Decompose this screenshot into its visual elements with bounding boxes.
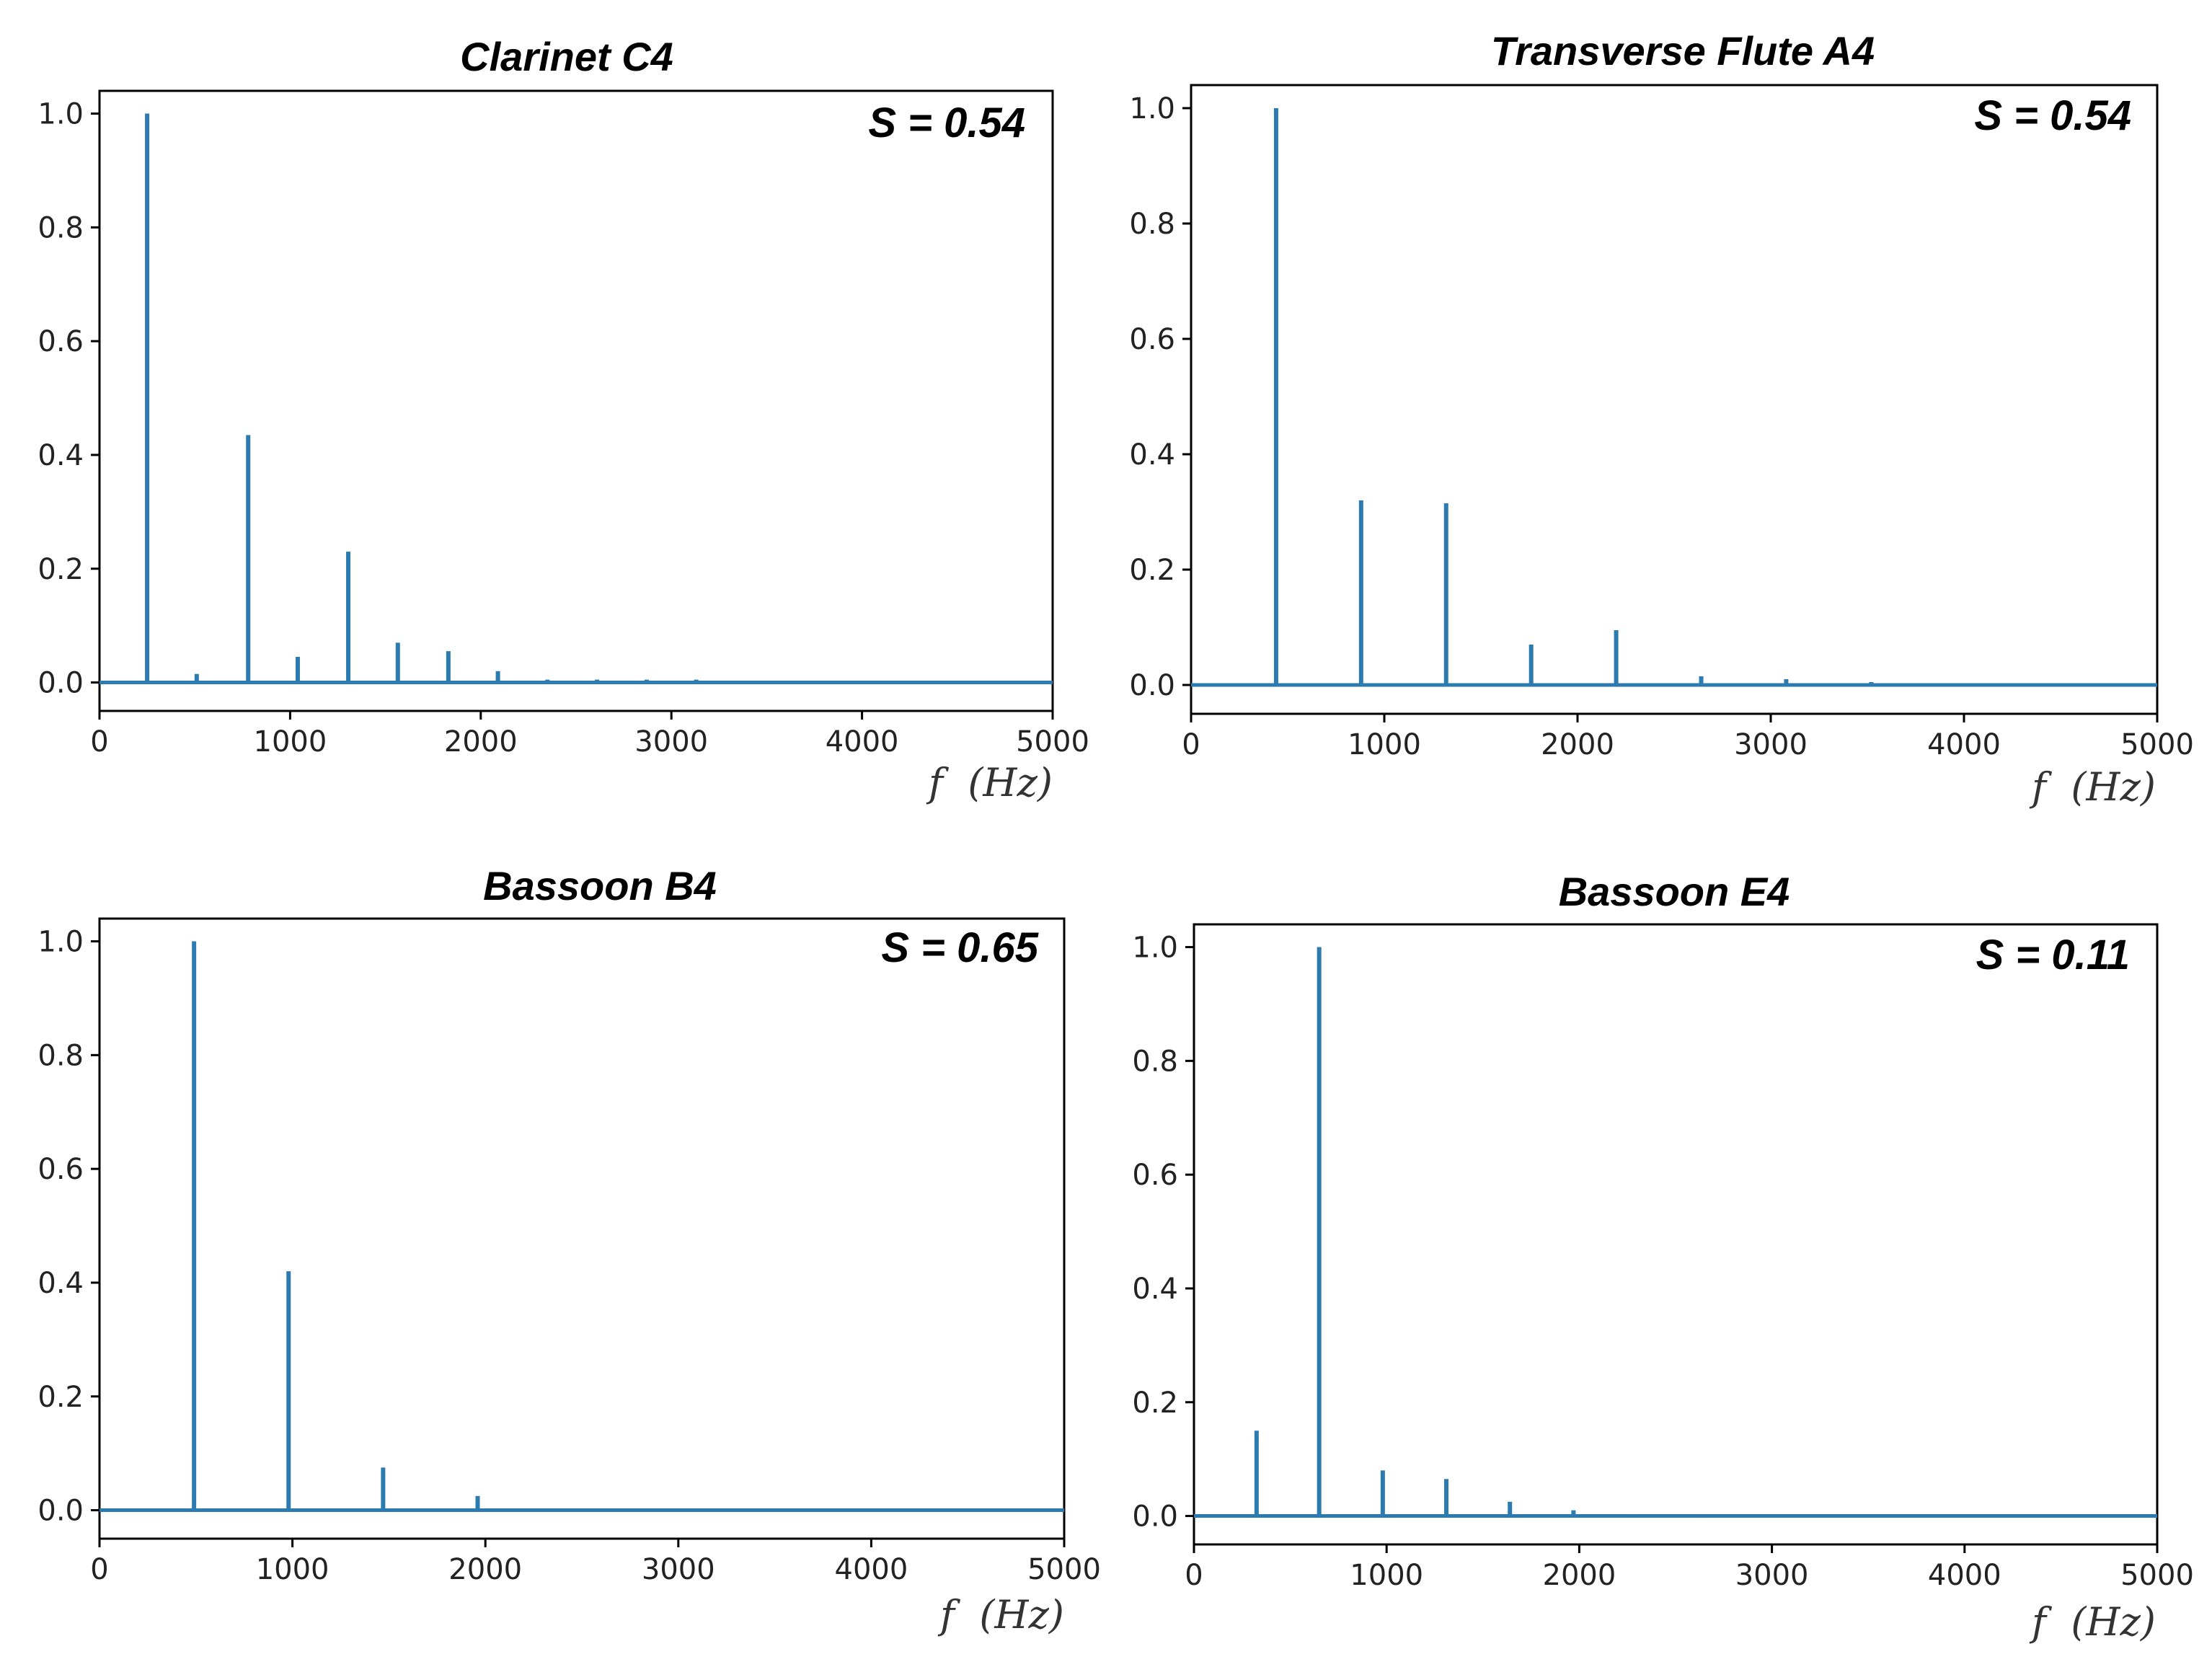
panel-title: Bassoon B4 bbox=[483, 863, 717, 908]
x-tick-label: 3000 bbox=[1735, 1559, 1809, 1592]
x-tick-label: 4000 bbox=[835, 1553, 908, 1586]
y-tick-label: 0.2 bbox=[1132, 1387, 1178, 1420]
axis-ticks: 0.0 0.2 0.4 0.6 0.8 1.0 0 1000 2000 3000 4000 5000 bbox=[1132, 932, 2194, 1592]
panel-bassoon-e4: Bassoon E4 0.0 0.2 0.4 0.6 0.8 1.0 0 1000 2000 30… bbox=[1132, 869, 2194, 1645]
panel-bassoon-b4: Bassoon B4 0.0 0.2 0.4 0.6 0.8 1.0 0 1000 2000 30… bbox=[37, 863, 1101, 1637]
y-tick-label: 0.2 bbox=[37, 553, 84, 586]
plot-frame bbox=[1190, 84, 2159, 715]
y-tick-label: 0.8 bbox=[1132, 1045, 1178, 1078]
spectrum-series bbox=[1191, 108, 2157, 687]
plot-frame bbox=[98, 89, 1054, 712]
y-tick-label: 0.4 bbox=[37, 439, 84, 472]
x-axis-label: f (Hz) bbox=[2029, 764, 2156, 810]
x-axis-label: f (Hz) bbox=[937, 1592, 1064, 1637]
y-tick-label: 0.8 bbox=[37, 1039, 84, 1072]
panel-clarinet-c4: Clarinet C4 0.0 0.2 0.4 0.6 0.8 1.0 0 1000 2000 3… bbox=[37, 34, 1089, 805]
x-tick-label: 3000 bbox=[642, 1553, 715, 1586]
x-tick-label: 0 bbox=[1185, 1559, 1203, 1592]
y-tick-label: 0.0 bbox=[37, 667, 84, 700]
x-tick-label: 0 bbox=[1182, 728, 1200, 761]
x-tick-label: 5000 bbox=[2120, 728, 2194, 761]
y-tick-label: 0.8 bbox=[37, 211, 84, 244]
y-tick-label: 1.0 bbox=[37, 926, 84, 959]
axis-ticks: 0.0 0.2 0.4 0.6 0.8 1.0 0 1000 2000 3000 4000 5000 bbox=[1129, 92, 2194, 761]
x-tick-label: 0 bbox=[90, 1553, 108, 1586]
plot-frame bbox=[1193, 923, 2159, 1546]
y-tick-label: 0.6 bbox=[37, 325, 84, 358]
x-tick-label: 2000 bbox=[444, 725, 518, 759]
y-tick-label: 0.0 bbox=[1132, 1500, 1178, 1534]
panel-title: Bassoon E4 bbox=[1559, 869, 1790, 914]
axis-ticks: 0.0 0.2 0.4 0.6 0.8 1.0 0 1000 2000 3000 4000 5000 bbox=[37, 98, 1089, 759]
y-tick-label: 0.6 bbox=[37, 1153, 84, 1186]
spectrum-series bbox=[99, 941, 1064, 1513]
x-tick-label: 1000 bbox=[1348, 728, 1421, 761]
x-tick-label: 4000 bbox=[826, 725, 899, 759]
panel-title: Transverse Flute A4 bbox=[1491, 28, 1875, 74]
x-tick-label: 1000 bbox=[1350, 1559, 1423, 1592]
y-tick-label: 1.0 bbox=[37, 98, 84, 131]
panel-transverse-flute-a4: Transverse Flute A4 0.0 0.2 0.4 0.6 0.8 1.0 0 1… bbox=[1129, 28, 2194, 810]
s-annotation: S = 0.65 bbox=[881, 924, 1038, 971]
y-tick-label: 0.4 bbox=[1129, 438, 1175, 472]
y-tick-label: 0.4 bbox=[1132, 1273, 1178, 1306]
x-axis-label: f (Hz) bbox=[2029, 1599, 2156, 1645]
plot-frame bbox=[98, 917, 1066, 1540]
spectrum-series bbox=[99, 113, 1053, 685]
s-annotation: S = 0.54 bbox=[1974, 92, 2131, 139]
x-tick-label: 5000 bbox=[1027, 1553, 1101, 1586]
x-tick-label: 2000 bbox=[448, 1553, 522, 1586]
x-tick-label: 1000 bbox=[256, 1553, 329, 1586]
panel-title: Clarinet C4 bbox=[460, 34, 673, 79]
x-tick-label: 4000 bbox=[1928, 1559, 2001, 1592]
y-tick-label: 1.0 bbox=[1129, 92, 1175, 125]
y-tick-label: 0.0 bbox=[37, 1495, 84, 1528]
y-tick-label: 1.0 bbox=[1132, 932, 1178, 965]
spectrum-series bbox=[1194, 947, 2157, 1518]
axis-ticks: 0.0 0.2 0.4 0.6 0.8 1.0 0 1000 2000 3000 4000 5000 bbox=[37, 926, 1101, 1586]
x-tick-label: 1000 bbox=[254, 725, 327, 759]
y-tick-label: 0.6 bbox=[1132, 1159, 1178, 1192]
x-tick-label: 3000 bbox=[1734, 728, 1808, 761]
x-axis-label: f (Hz) bbox=[926, 760, 1053, 805]
y-tick-label: 0.0 bbox=[1129, 669, 1175, 702]
x-tick-label: 2000 bbox=[1541, 728, 1614, 761]
s-annotation: S = 0.54 bbox=[868, 100, 1025, 146]
s-annotation: S = 0.11 bbox=[1976, 932, 2130, 978]
x-tick-label: 2000 bbox=[1543, 1559, 1616, 1592]
y-tick-label: 0.4 bbox=[37, 1267, 84, 1300]
x-tick-label: 5000 bbox=[2120, 1559, 2194, 1592]
x-tick-label: 3000 bbox=[634, 725, 708, 759]
x-tick-label: 4000 bbox=[1927, 728, 2001, 761]
y-tick-label: 0.6 bbox=[1129, 323, 1175, 356]
y-tick-label: 0.2 bbox=[37, 1381, 84, 1414]
x-tick-label: 5000 bbox=[1016, 725, 1089, 759]
y-tick-label: 0.2 bbox=[1129, 554, 1175, 587]
x-tick-label: 0 bbox=[90, 725, 108, 759]
y-tick-label: 0.8 bbox=[1129, 208, 1175, 241]
